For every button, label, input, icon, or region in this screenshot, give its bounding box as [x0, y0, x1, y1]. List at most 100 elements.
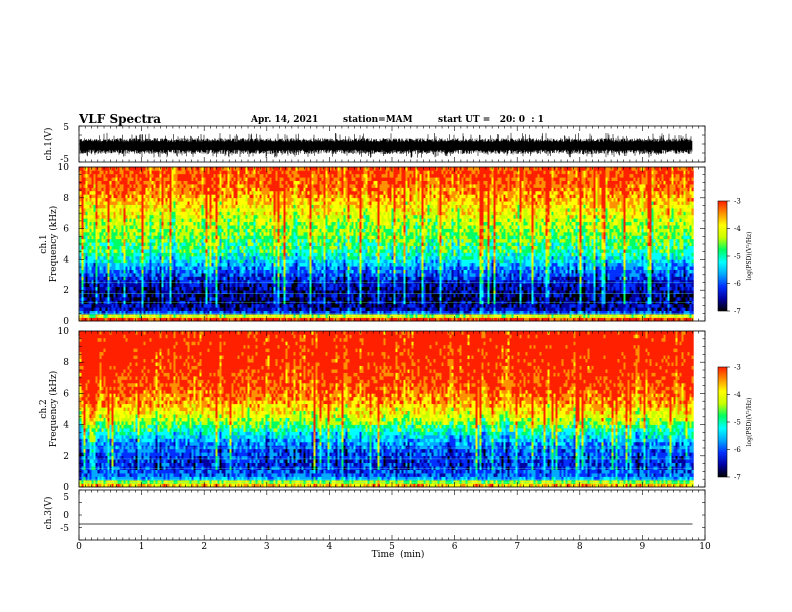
spectrogram-ch1-cell: [173, 194, 176, 199]
spectrogram-ch1-cell: [263, 273, 266, 277]
spectrogram-ch1-cell: [143, 184, 146, 188]
spectrogram-ch1-cell: [125, 225, 128, 229]
spectrogram-ch1-cell: [89, 190, 92, 195]
spectrogram-ch1-cell: [247, 194, 250, 199]
spectrogram-ch1-cell: [233, 197, 236, 202]
spectrogram-ch1-cell: [163, 232, 166, 236]
spectrogram-ch1-cell: [137, 310, 140, 315]
spectrogram-ch1-cell: [183, 245, 186, 250]
spectrogram-ch1-cell: [203, 259, 206, 264]
spectrogram-ch1-cell: [177, 252, 180, 257]
spectrogram-ch1-cell: [233, 225, 236, 229]
spectrogram-ch1-cell: [181, 283, 184, 288]
spectrogram-ch1-cell: [109, 201, 112, 205]
spectrogram-ch1-cell: [245, 249, 248, 253]
spectrogram-ch1-cell: [187, 232, 190, 236]
spectrogram-ch1-cell: [209, 283, 212, 288]
spectrogram-ch1-cell: [249, 214, 252, 219]
spectrogram-ch1-cell: [85, 201, 88, 205]
spectrogram-ch1-cell: [137, 297, 140, 301]
spectrogram-ch1-cell: [135, 279, 138, 284]
spectrogram-ch1-cell: [105, 177, 108, 181]
spectrogram-ch1-cell: [95, 279, 98, 284]
spectrogram-ch1-cell: [171, 225, 174, 229]
spectrogram-ch1-cell: [193, 238, 196, 243]
spectrogram-ch1-cell: [231, 204, 234, 209]
spectrogram-ch1-cell: [257, 307, 260, 312]
spectrogram-ch1-cell: [239, 297, 242, 301]
spectrogram-ch1-cell: [263, 283, 266, 288]
spectrogram-ch1-cell: [255, 232, 258, 236]
spectrogram-ch1-cell: [271, 283, 274, 288]
spectrogram-ch1-cell: [137, 235, 140, 240]
spectrogram-ch1-cell: [249, 204, 252, 209]
spectrogram-ch1-cell: [107, 208, 110, 212]
spectrogram-ch1-cell: [135, 173, 138, 178]
spectrogram-ch1-cell: [235, 266, 238, 270]
spectrogram-ch1-cell: [125, 173, 128, 178]
spectrogram-ch1-cell: [151, 266, 154, 270]
spectrogram-ch1-cell: [245, 204, 248, 209]
spectrogram-ch1-cell: [207, 204, 210, 209]
spectrogram-ch1-cell: [103, 208, 106, 212]
spectrogram-ch1-cell: [95, 266, 98, 270]
spectrogram-ch1-cell: [161, 218, 164, 223]
spectrogram-ch1-cell: [243, 303, 246, 308]
spectrogram-ch1-cell: [161, 283, 164, 288]
spectrogram-ch1-cell: [229, 317, 232, 322]
spectrogram-ch1-cell: [111, 214, 114, 219]
spectrogram-ch1-cell: [81, 184, 84, 188]
spectrogram-ch1-cell: [183, 307, 186, 312]
spectrogram-ch1-cell: [179, 249, 182, 253]
spectrogram-ch1-cell: [139, 245, 142, 250]
spectrogram-ch1-cell: [259, 214, 262, 219]
spectrogram-ch1-cell: [257, 167, 260, 171]
spectrogram-ch1-cell: [265, 310, 268, 315]
spectrogram-ch1-cell: [141, 173, 144, 178]
spectrogram-ch1-cell: [275, 310, 278, 315]
spectrogram-ch1-cell: [223, 245, 226, 250]
spectrogram-ch1-cell: [287, 283, 290, 288]
spectrogram-ch1-cell: [265, 218, 268, 223]
spectrogram-ch1-cell: [123, 187, 126, 192]
spectrogram-ch1-cell: [157, 221, 160, 226]
spectrogram-ch1-cell: [91, 197, 94, 202]
spectrogram-ch1-cell: [167, 276, 170, 281]
spectrogram-ch1-cell: [235, 228, 238, 233]
spectrogram-ch1-cell: [261, 245, 264, 250]
spectrogram-ch1-cell: [139, 211, 142, 216]
spectrogram-ch1-cell: [277, 307, 280, 312]
spectrogram-ch1-cell: [111, 266, 114, 270]
spectrogram-ch1-cell: [101, 266, 104, 270]
spectrogram-ch1-cell: [135, 297, 138, 301]
spectrogram-ch1-cell: [93, 276, 96, 281]
spectrogram-ch1-cell: [203, 249, 206, 253]
spectrogram-ch1-cell: [267, 290, 270, 294]
spectrogram-ch1-cell: [139, 314, 142, 318]
spectrogram-ch1-cell: [153, 242, 156, 247]
spectrogram-ch1-cell: [151, 180, 154, 185]
spectrogram-ch1-cell: [143, 266, 146, 270]
spectrogram-ch1-cell: [279, 180, 282, 185]
spectrogram-ch1-cell: [147, 286, 150, 291]
spectrogram-ch1-cell: [183, 184, 186, 188]
spectrogram-ch1-cell: [105, 266, 108, 270]
spectrogram-ch1-cell: [265, 197, 268, 202]
spectrogram-ch1-cell: [173, 273, 176, 277]
spectrogram-ch1-cell: [215, 232, 218, 236]
spectrogram-ch1-cell: [95, 214, 98, 219]
spectrogram-ch1-cell: [263, 214, 266, 219]
spectrogram-ch1-cell: [173, 197, 176, 202]
spectrogram-ch1-cell: [223, 269, 226, 274]
spectrogram-ch1-cell: [237, 286, 240, 291]
spectrogram-ch1-cell: [79, 194, 82, 199]
spectrogram-ch1-cell: [95, 276, 98, 281]
spectrogram-ch1-cell: [131, 310, 134, 315]
spectrogram-ch1-cell: [83, 225, 86, 229]
spectrogram-ch1-cell: [255, 293, 258, 298]
spectrogram-ch1-cell: [211, 245, 214, 250]
spectrogram-ch1-cell: [219, 283, 222, 288]
spectrogram-ch1-cell: [171, 266, 174, 270]
spectrogram-ch1-cell: [95, 228, 98, 233]
spectrogram-ch1-cell: [99, 204, 102, 209]
